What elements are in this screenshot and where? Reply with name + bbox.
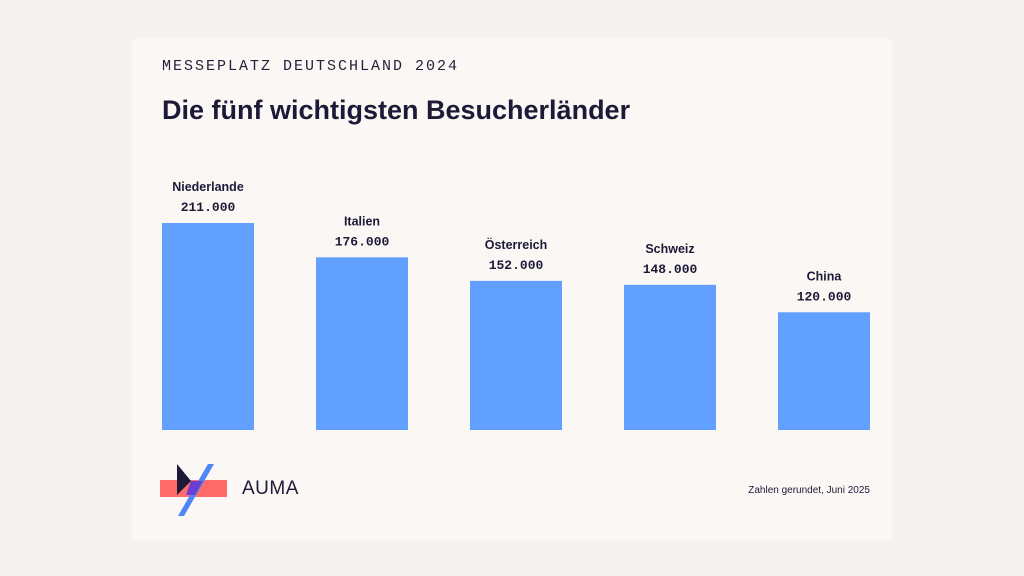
category-label: Italien <box>344 214 380 228</box>
bar-österreich <box>470 280 562 430</box>
bar-china <box>778 312 870 430</box>
brand-name: AUMA <box>242 478 299 499</box>
value-label: 148.000 <box>643 262 698 277</box>
value-label: 120.000 <box>797 289 852 304</box>
eyebrow-heading: MESSEPLATZ DEUTSCHLAND 2024 <box>162 58 460 75</box>
chart-title: Die fünf wichtigsten Besucherländer <box>162 95 631 125</box>
category-label: Schweiz <box>645 242 694 256</box>
category-label: China <box>807 269 843 283</box>
bar-niederlande <box>162 223 254 430</box>
category-label: Niederlande <box>172 180 244 194</box>
category-label: Österreich <box>485 237 548 252</box>
value-label: 211.000 <box>181 200 236 215</box>
bar-schweiz <box>624 284 716 430</box>
value-label: 176.000 <box>335 234 390 249</box>
value-label: 152.000 <box>489 258 544 273</box>
bar-italien <box>316 257 408 430</box>
auma-logo-icon <box>160 464 227 516</box>
footnote: Zahlen gerundet, Juni 2025 <box>748 485 870 496</box>
